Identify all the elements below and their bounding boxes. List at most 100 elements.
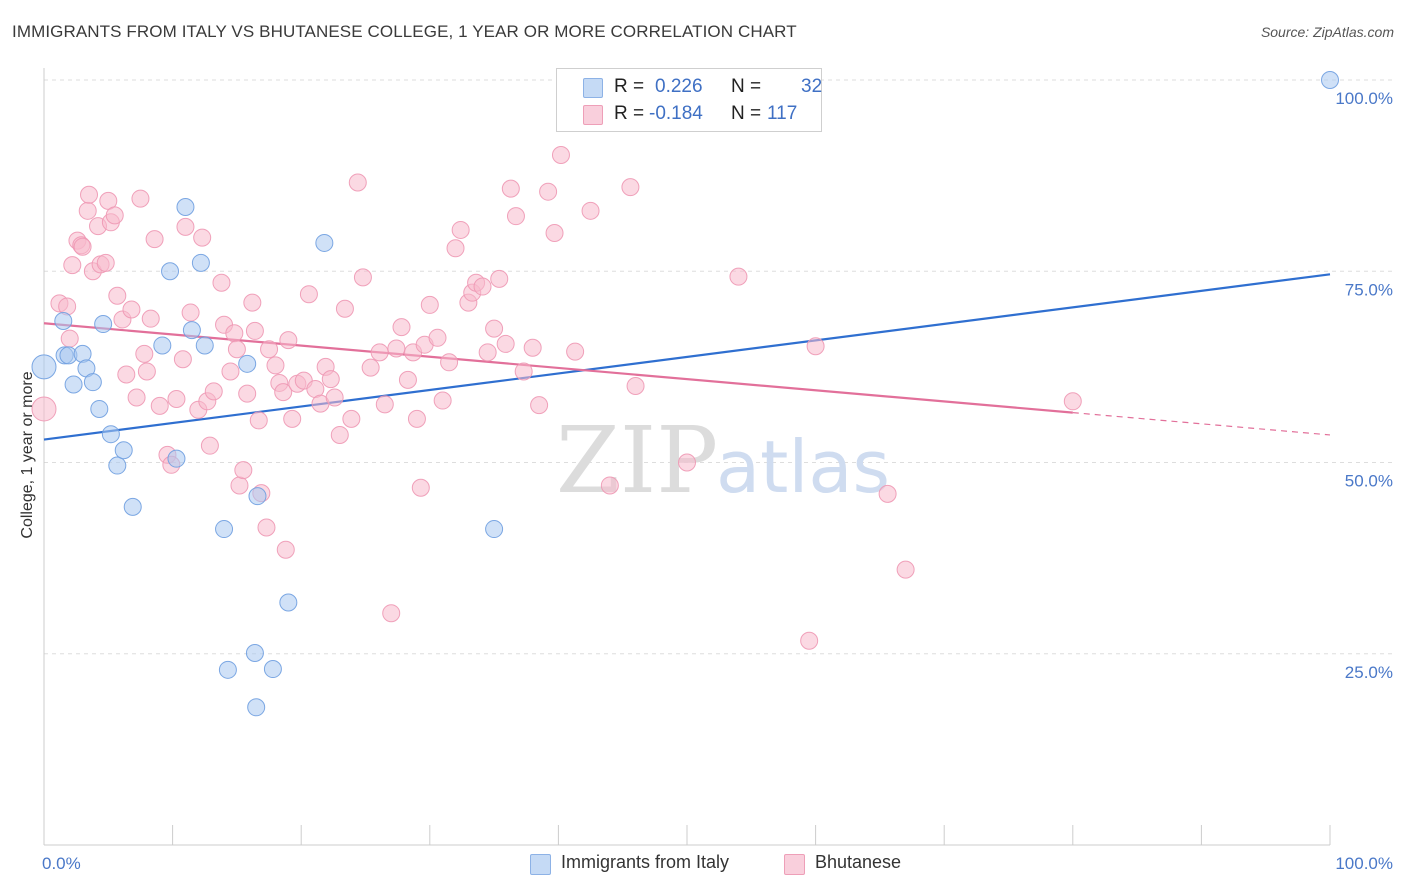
bhutanese-point — [387, 339, 406, 358]
bhutanese-point — [96, 253, 115, 272]
bhutanese-point — [398, 370, 417, 389]
trend-line-extension-1 — [1072, 412, 1331, 436]
bhutanese-point — [127, 388, 146, 407]
bhutanese-point — [131, 189, 150, 208]
bhutanese-point — [335, 299, 354, 318]
italy-point — [54, 311, 73, 330]
bhutanese-point — [176, 217, 195, 236]
bhutanese-point — [361, 358, 380, 377]
bhutanese-point — [348, 173, 367, 192]
bhutanese-point — [485, 319, 504, 338]
italy-point — [90, 399, 109, 418]
bhutanese-point — [181, 303, 200, 322]
watermark-atlas: atlas — [716, 425, 890, 509]
bhutanese-point — [428, 328, 447, 347]
italy-point — [315, 233, 334, 252]
bhutanese-point — [800, 631, 819, 650]
bottom-legend-swatch-bhutanese — [784, 854, 805, 875]
grid-lines — [44, 79, 1392, 655]
bhutanese-point — [407, 409, 426, 428]
tick-labels: 25.0% 50.0% 75.0% 100.0% 0.0% 100.0% — [42, 89, 1393, 873]
bhutanese-point — [80, 185, 99, 204]
bhutanese-point — [276, 540, 295, 559]
stats-legend: R = 0.226 N = 32 R = -0.184 N = 117 — [556, 68, 822, 132]
y-tick-label: 25.0% — [1345, 663, 1393, 682]
bhutanese-point — [122, 300, 141, 319]
watermark: ZIP atlas — [556, 407, 890, 514]
bhutanese-point — [266, 356, 285, 375]
bhutanese-point — [225, 324, 244, 343]
source-credit: Source: ZipAtlas.com — [1260, 24, 1394, 40]
bhutanese-point — [234, 461, 253, 480]
italy-point — [123, 497, 142, 516]
bhutanese-point — [530, 396, 549, 415]
bhutanese-point — [545, 224, 564, 242]
legend-n-label: N = — [731, 103, 762, 124]
italy-point — [247, 698, 266, 717]
y-tick-label: 100.0% — [1335, 89, 1393, 108]
italy-point — [279, 593, 298, 612]
bhutanese-point — [330, 425, 349, 444]
legend-row-italy: R = 0.226 N = 32 — [557, 74, 822, 100]
bhutanese-point — [204, 382, 223, 401]
legend-r-value: 0.226 — [655, 76, 703, 97]
bhutanese-point — [145, 230, 164, 249]
bhutanese-point — [370, 343, 389, 362]
bhutanese-point — [63, 256, 82, 275]
bhutanese-point — [382, 604, 401, 623]
bhutanese-point — [230, 476, 249, 495]
bhutanese-point — [249, 411, 268, 430]
italy-point — [248, 487, 267, 506]
legend-swatch-italy — [583, 78, 603, 98]
chart-title: IMMIGRANTS FROM ITALY VS BHUTANESE COLLE… — [12, 22, 797, 41]
bhutanese-point — [581, 201, 600, 220]
bhutanese-point — [274, 383, 293, 402]
bhutanese-point — [473, 277, 492, 296]
bhutanese-point — [451, 220, 470, 239]
italy-point — [218, 660, 237, 679]
bhutanese-point — [551, 145, 570, 164]
legend-swatch-bhutanese — [583, 105, 603, 125]
x-tick-label: 100.0% — [1335, 854, 1393, 873]
legend-n-value: 117 — [767, 103, 798, 124]
italy-point — [245, 643, 264, 662]
bhutanese-point — [420, 295, 439, 314]
bhutanese-point — [539, 182, 558, 201]
bhutanese-point — [621, 178, 640, 197]
bhutanese-point — [600, 476, 619, 495]
bhutanese-point — [60, 329, 79, 348]
bottom-legend-swatch-italy — [530, 854, 551, 875]
bhutanese-point — [238, 384, 257, 403]
bhutanese-point — [150, 396, 169, 415]
bhutanese-point — [446, 239, 465, 258]
bhutanese-point — [678, 453, 696, 472]
legend-r-value: -0.184 — [649, 103, 703, 124]
bhutanese-point — [78, 201, 97, 220]
x-tick-label: 0.0% — [42, 854, 81, 873]
bhutanese-point — [626, 377, 645, 395]
bhutanese-point — [141, 309, 160, 328]
bhutanese-point — [878, 484, 897, 503]
bhutanese-point — [105, 206, 124, 225]
italy-point — [238, 354, 257, 373]
italy-point — [161, 262, 180, 281]
italy-point — [101, 425, 120, 444]
bhutanese-point — [279, 331, 298, 350]
legend-r-label: R = — [614, 103, 645, 124]
bhutanese-point — [506, 207, 525, 226]
bhutanese-point — [501, 179, 520, 198]
italy-point — [94, 315, 113, 334]
bottom-legend-label-bhutanese: Bhutanese — [815, 852, 902, 872]
bhutanese-point — [325, 388, 344, 407]
bhutanese-point — [375, 395, 394, 414]
bhutanese-point — [729, 267, 748, 286]
bhutanese-point — [440, 353, 459, 372]
bhutanese-point — [566, 342, 585, 361]
bhutanese-point — [260, 340, 279, 359]
bhutanese-point — [806, 337, 825, 356]
italy-point — [263, 660, 282, 679]
axes — [43, 68, 1331, 846]
italy-point — [64, 375, 83, 394]
bhutanese-point — [173, 350, 192, 369]
bhutanese-point — [221, 362, 240, 381]
